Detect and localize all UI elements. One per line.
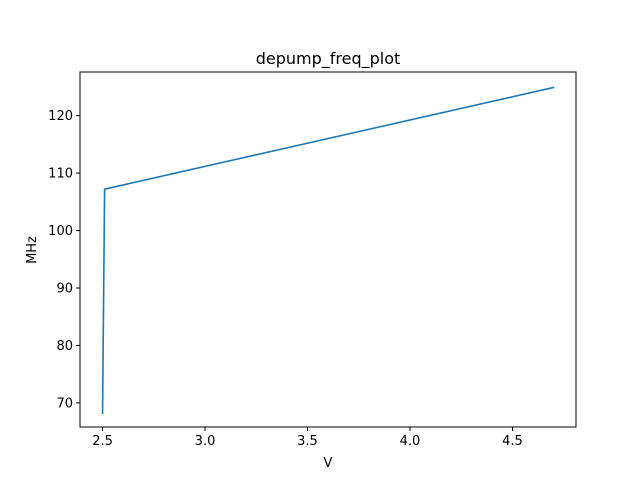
plot-area <box>101 86 555 415</box>
x-axis: 2.5 3.0 3.5 4.0 4.5 <box>92 427 523 449</box>
y-tick-label: 100 <box>48 224 73 239</box>
chart-title: depump_freq_plot <box>256 49 401 69</box>
y-tick-label: 80 <box>56 339 73 354</box>
x-axis-label: V <box>324 456 333 471</box>
x-tick-label: 4.0 <box>400 434 421 449</box>
x-tick-label: 3.0 <box>195 434 216 449</box>
y-tick-label: 110 <box>48 167 73 182</box>
y-tick-label: 90 <box>56 281 73 296</box>
plot-frame <box>79 71 577 428</box>
y-axis-label: MHz <box>25 236 40 264</box>
x-tick-label: 4.5 <box>502 434 523 449</box>
y-tick-label: 120 <box>48 109 73 124</box>
x-tick-label: 2.5 <box>92 434 113 449</box>
y-tick-label: 70 <box>56 396 73 411</box>
x-tick-label: 3.5 <box>297 434 318 449</box>
series-line <box>101 86 555 415</box>
y-axis: 70 80 90 100 110 120 <box>48 109 80 411</box>
